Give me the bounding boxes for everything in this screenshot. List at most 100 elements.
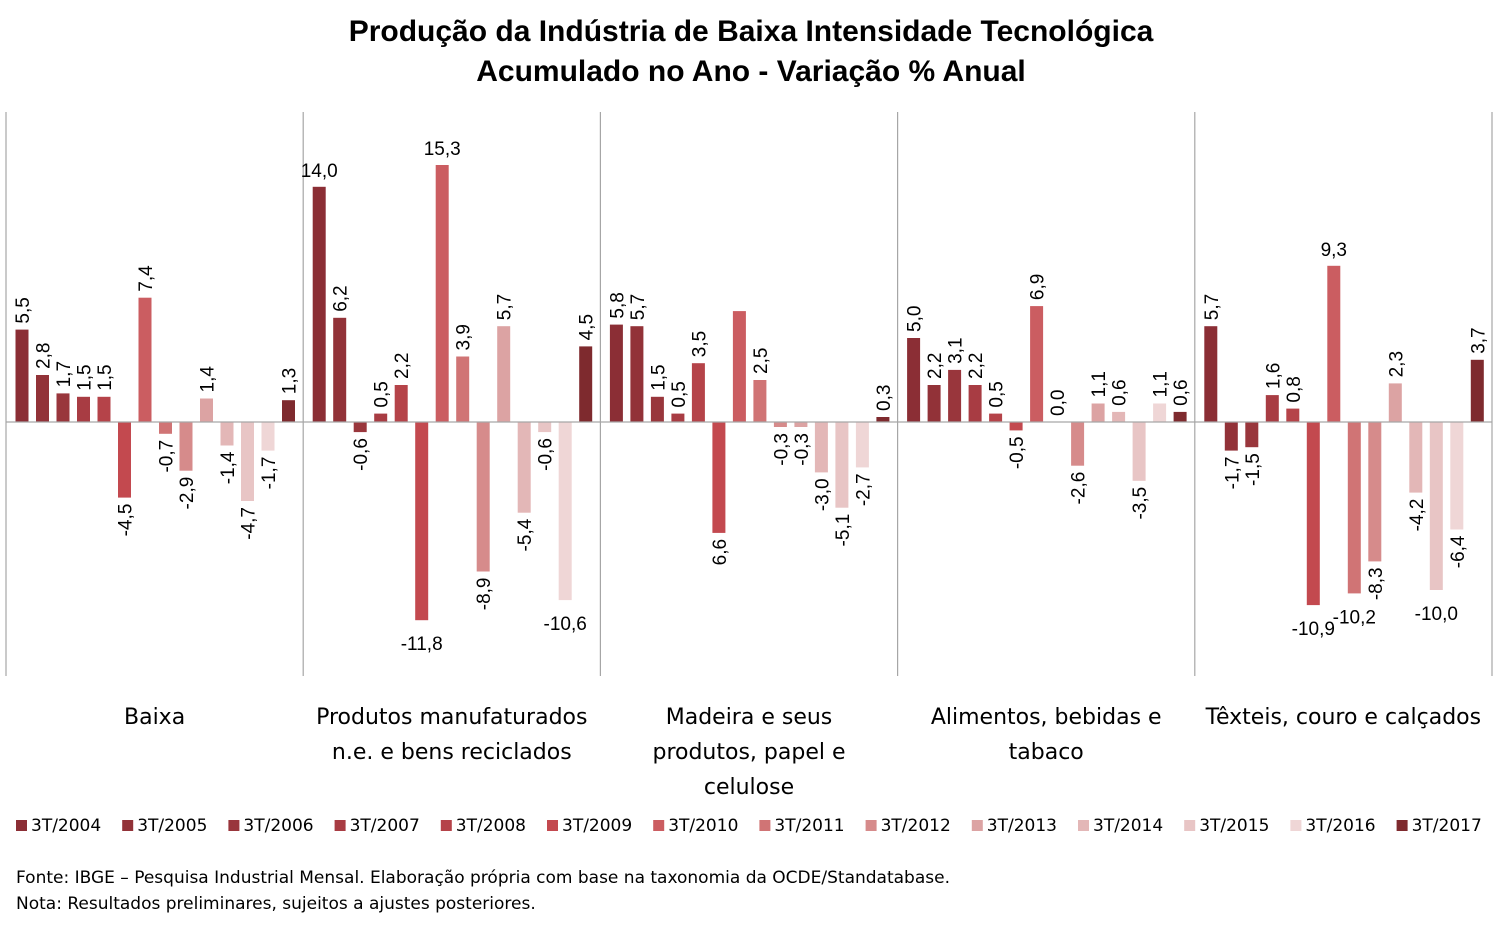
data-label: 5,5	[13, 297, 34, 323]
bar-3t-2005-texteis-couro-e-calcados	[1224, 422, 1238, 451]
bar-3t-2005-madeira-e-seus-produtos-papel-e-celulose	[630, 326, 644, 422]
category-label: Baixa	[124, 705, 185, 730]
data-label: 5,7	[1202, 294, 1223, 320]
data-label: 1,1	[1151, 371, 1172, 397]
legend-label: 3T/2010	[668, 816, 738, 836]
data-label: -10,0	[1415, 604, 1458, 625]
bar-3t-2014-baixa	[220, 422, 234, 446]
data-label: 0,5	[987, 381, 1008, 407]
category-label: Têxteis, couro e calçados	[1205, 705, 1481, 730]
bar-3t-2014-alimentos-bebidas-e-tabaco	[1112, 411, 1126, 422]
preliminary-note: Nota: Resultados preliminares, sujeitos …	[16, 894, 536, 914]
data-label: 14,0	[301, 161, 338, 182]
data-label: -11,8	[401, 634, 443, 655]
bar-3t-2012-baixa	[179, 422, 193, 471]
bar-3t-2010-baixa	[138, 297, 152, 422]
data-label: -8,9	[474, 578, 495, 611]
legend-swatch	[653, 820, 665, 831]
data-label: -1,7	[259, 457, 280, 490]
legend-label: 3T/2007	[350, 816, 420, 836]
data-label: 2,8	[34, 343, 55, 369]
bar-3t-2005-alimentos-bebidas-e-tabaco	[927, 385, 941, 422]
data-label: 2,2	[966, 353, 987, 379]
legend-item-3t-2008: 3T/2008	[440, 816, 526, 836]
bar-3t-2016-produtos-manufaturados-n-e-e-bens-reciclados	[558, 422, 572, 601]
bar-3t-2017-texteis-couro-e-calcados	[1470, 359, 1484, 422]
bar-3t-2008-baixa	[97, 396, 111, 422]
legend-label: 3T/2006	[243, 816, 313, 836]
bars	[15, 165, 1484, 621]
bar-3t-2011-madeira-e-seus-produtos-papel-e-celulose	[753, 380, 767, 422]
bar-3t-2016-baixa	[261, 422, 275, 451]
bar-3t-2009-alimentos-bebidas-e-tabaco	[1009, 422, 1023, 431]
data-label: 1,3	[280, 368, 301, 394]
data-label: -1,4	[218, 451, 239, 484]
bar-3t-2017-baixa	[282, 400, 295, 422]
data-label: -6,4	[1448, 535, 1469, 568]
legend-label: 3T/2009	[562, 816, 632, 836]
data-label: -0,3	[771, 433, 792, 466]
data-label: -3,5	[1130, 487, 1151, 520]
chart-notes: Fonte: IBGE – Pesquisa Industrial Mensal…	[16, 865, 950, 917]
data-label: -4,5	[116, 504, 137, 537]
data-label: -5,4	[515, 518, 536, 551]
data-label: 5,0	[905, 306, 926, 332]
data-label: 0,3	[874, 385, 895, 411]
data-label: 5,7	[495, 294, 516, 320]
bar-3t-2010-madeira-e-seus-produtos-papel-e-celulose	[732, 311, 746, 422]
bar-3t-2013-madeira-e-seus-produtos-papel-e-celulose	[794, 422, 808, 427]
bar-3t-2010-produtos-manufaturados-n-e-e-bens-reciclados	[435, 165, 449, 422]
data-label: 0,5	[372, 381, 393, 407]
legend-item-3t-2010: 3T/2010	[653, 816, 738, 836]
bar-3t-2010-texteis-couro-e-calcados	[1327, 265, 1341, 422]
bar-3t-2012-texteis-couro-e-calcados	[1368, 422, 1382, 562]
legend-label: 3T/2008	[456, 816, 526, 836]
data-label: 5,8	[607, 292, 628, 318]
legend-swatch	[759, 820, 771, 831]
bar-3t-2009-texteis-couro-e-calcados	[1306, 422, 1320, 606]
chart-title-line-1: Produção da Indústria de Baixa Intensida…	[348, 15, 1154, 48]
bar-3t-2016-alimentos-bebidas-e-tabaco	[1153, 403, 1167, 422]
bar-3t-2012-madeira-e-seus-produtos-papel-e-celulose	[773, 422, 787, 427]
bar-3t-2006-madeira-e-seus-produtos-papel-e-celulose	[650, 396, 664, 422]
legend-label: 3T/2016	[1305, 816, 1375, 836]
data-label: 1,5	[648, 364, 669, 390]
group-dividers	[5, 112, 1493, 676]
category-label: Alimentos, bebidas e tabaco	[931, 705, 1162, 765]
bar-3t-2015-texteis-couro-e-calcados	[1429, 422, 1443, 590]
data-label: -10,2	[1333, 607, 1376, 628]
bar-3t-2011-texteis-couro-e-calcados	[1347, 422, 1361, 594]
data-label: 2,3	[1386, 351, 1407, 377]
bar-3t-2013-texteis-couro-e-calcados	[1388, 383, 1402, 422]
data-labels: 5,52,81,7 1,5 1,5-4,57,4-0,7-2,91,4-1,4-4,…	[13, 139, 1489, 655]
data-label: -1,7	[1222, 457, 1243, 490]
bar-3t-2009-baixa	[118, 422, 131, 498]
bar-3t-2007-texteis-couro-e-calcados	[1265, 395, 1279, 422]
legend-item-3t-2017: 3T/2017	[1396, 816, 1482, 836]
data-label: -10,6	[544, 614, 587, 635]
data-label: 6,2	[331, 285, 352, 311]
data-label: -0,3	[792, 433, 813, 466]
data-label: 0,8	[1284, 376, 1305, 402]
data-label: -0,5	[1007, 436, 1028, 469]
bar-3t-2004-texteis-couro-e-calcados	[1204, 326, 1218, 422]
legend-swatch	[547, 820, 558, 831]
bar-3t-2011-baixa	[159, 422, 172, 434]
data-label: -2,7	[853, 473, 874, 506]
source-note: Fonte: IBGE – Pesquisa Industrial Mensal…	[16, 868, 950, 888]
legend-item-3t-2016: 3T/2016	[1290, 816, 1376, 836]
bar-3t-2015-alimentos-bebidas-e-tabaco	[1132, 422, 1146, 481]
legend-label: 3T/2011	[774, 816, 844, 836]
data-label: -1,5	[1243, 453, 1264, 486]
data-label: -5,1	[833, 514, 854, 547]
legend-swatch	[1290, 820, 1302, 831]
legend: 3T/2004 3T/2005 3T/2006 3T/2007 3T/2008 3T/20…	[16, 816, 1482, 836]
data-label: 0,6	[1110, 379, 1131, 405]
bar-3t-2017-madeira-e-seus-produtos-papel-e-celulose	[876, 417, 890, 422]
legend-label: 3T/2014	[1093, 816, 1163, 836]
legend-item-3t-2007: 3T/2007	[334, 816, 420, 836]
data-label: 3,9	[454, 324, 475, 350]
bar-3t-2004-produtos-manufaturados-n-e-e-bens-reciclados	[312, 186, 326, 422]
category-label: Madeira e seus produtos, papel e celulose	[652, 705, 845, 800]
category-labels: Baixa Produtos manufaturados n.e. e bens r…	[124, 705, 1481, 800]
